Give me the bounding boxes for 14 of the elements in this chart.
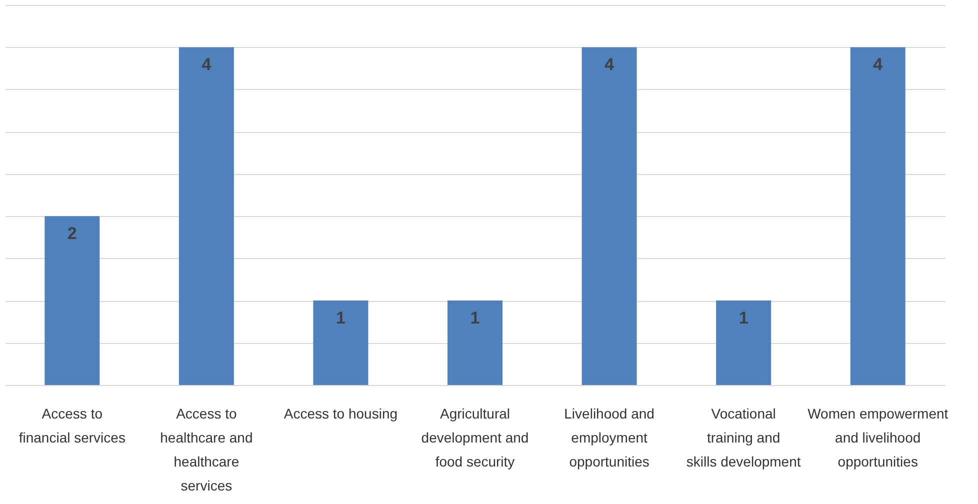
x-tick-label: Livelihood and employment opportunities [564,406,654,470]
x-tick-label: Vocational training and skills development [686,406,801,470]
x-tick-label: Access to housing [284,406,398,422]
data-label: 1 [336,308,346,328]
data-label: 4 [202,55,212,74]
x-tick-label: Access to healthcare and healthcare services [160,406,253,494]
data-label: 2 [67,224,77,244]
x-tick-label: Access to financial services [18,406,126,446]
data-label: 1 [470,308,480,328]
x-tick-label: Agricultural development and food security [421,406,529,470]
data-label: 4 [604,55,615,74]
data-label: 4 [873,55,884,74]
x-tick-label: Women empowerment and livelihood opportunities [808,406,948,470]
data-label: 1 [738,308,748,328]
